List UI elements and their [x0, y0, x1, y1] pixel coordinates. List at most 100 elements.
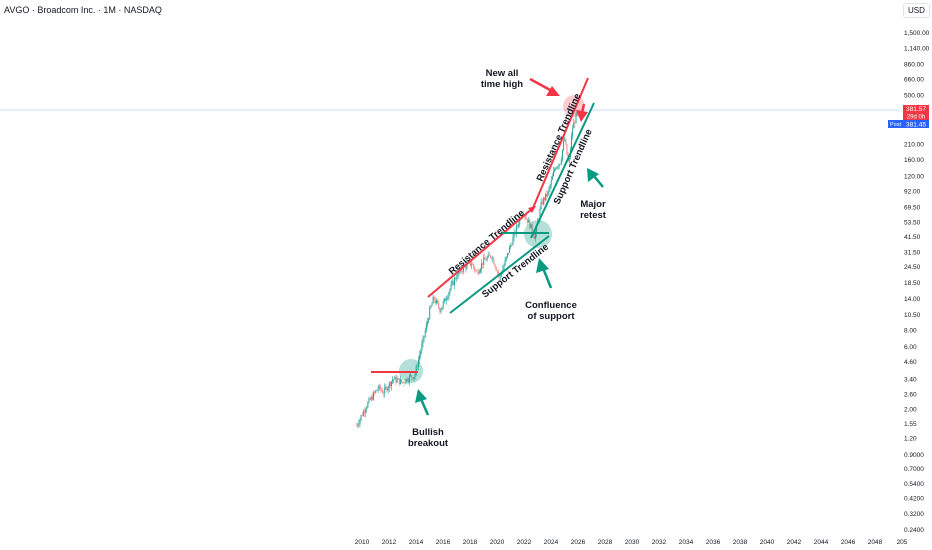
- candle-body: [455, 277, 457, 279]
- time-tick: 2018: [463, 539, 478, 546]
- candle-body: [452, 281, 454, 285]
- candle-body: [446, 298, 448, 301]
- candle-body: [513, 231, 515, 237]
- candle-body: [395, 376, 397, 383]
- candle-body: [488, 254, 490, 256]
- price-axis[interactable]: 1,500.00 1,140.00 860.00 660.00 500.00 210.00…: [904, 30, 930, 534]
- candle-body: [493, 257, 495, 265]
- candle-body: [425, 324, 427, 331]
- support-trendline-1: [449, 235, 550, 314]
- candle-body: [415, 366, 417, 375]
- candle-body: [546, 193, 548, 197]
- candle-body: [421, 343, 423, 351]
- price-tick: 3.40: [904, 376, 917, 383]
- candle-body: [518, 224, 520, 226]
- candle-body: [509, 246, 511, 254]
- candle-body: [428, 319, 430, 322]
- candle-body: [482, 263, 484, 265]
- candle-body: [548, 188, 550, 192]
- candle-body: [419, 355, 421, 360]
- candle-body: [558, 164, 560, 167]
- candle-body: [462, 265, 464, 272]
- candle-body: [545, 193, 547, 201]
- candle-body: [483, 257, 485, 265]
- candle-body: [551, 176, 553, 180]
- annotation-breakout: Bullish breakout: [408, 427, 449, 449]
- candle-body: [413, 377, 415, 380]
- candle-body: [424, 330, 426, 337]
- candle-body: [365, 409, 367, 413]
- candle-body: [495, 267, 497, 271]
- candle-body: [361, 415, 363, 416]
- candle-body: [575, 113, 577, 124]
- candle-body: [560, 159, 562, 164]
- candle-body: [515, 225, 517, 234]
- candle-body: [507, 253, 509, 254]
- candle-body: [489, 255, 491, 258]
- time-tick: 2048: [868, 539, 883, 546]
- candle-body: [491, 257, 493, 259]
- time-axis[interactable]: 2010 2012 2014 2016 2018 2020 2022 2024 2026 2028…: [355, 539, 908, 546]
- candle-body: [399, 379, 401, 385]
- candle-body: [403, 382, 405, 384]
- candle-body: [466, 263, 468, 269]
- candle-body: [561, 149, 563, 160]
- candle-body: [404, 382, 406, 384]
- candle-body: [494, 264, 496, 268]
- candle-body: [371, 396, 373, 400]
- price-tick: 0.7000: [904, 466, 924, 473]
- candle-body: [566, 144, 568, 155]
- candle-body: [411, 375, 413, 378]
- green-arrow-icon: [536, 258, 553, 289]
- candle-body: [477, 271, 479, 274]
- candle-body: [422, 337, 424, 344]
- currency-button[interactable]: USD: [903, 3, 930, 18]
- candle-body: [360, 415, 362, 420]
- candle-body: [473, 264, 475, 268]
- candle-body: [539, 209, 541, 220]
- annotation-new-high: New all time high: [481, 68, 523, 90]
- candle-body: [358, 423, 360, 425]
- candle-body: [457, 272, 459, 279]
- green-arrow-icon: [587, 168, 604, 188]
- time-tick: 2020: [490, 539, 505, 546]
- price-tick: 41.50: [904, 234, 921, 241]
- candle-body: [447, 297, 449, 299]
- annotation-major-retest: Major retest: [580, 199, 607, 221]
- candle-body: [563, 140, 565, 150]
- price-tick: 0.5400: [904, 481, 924, 488]
- time-tick: 2046: [841, 539, 856, 546]
- candle-body: [389, 382, 391, 387]
- time-tick: 2010: [355, 539, 370, 546]
- candle-body: [501, 273, 503, 276]
- candle-body: [552, 171, 554, 177]
- candle-body: [438, 302, 440, 308]
- candle-body: [441, 306, 443, 310]
- candle-body: [356, 425, 358, 426]
- candle-body: [471, 264, 473, 265]
- candle-body: [533, 235, 535, 239]
- candle-body: [540, 201, 542, 210]
- candle-body: [433, 296, 435, 301]
- candle-body: [536, 224, 538, 234]
- time-tick: 2022: [517, 539, 532, 546]
- candle-body: [504, 259, 506, 266]
- candle-body: [516, 225, 518, 227]
- time-tick: 2014: [409, 539, 424, 546]
- price-tick: 8.00: [904, 328, 917, 335]
- red-arrow-icon: [529, 77, 560, 96]
- candle-body: [451, 281, 453, 285]
- candle-body: [370, 396, 372, 400]
- svg-text:381.45: 381.45: [906, 121, 926, 128]
- candle-body: [478, 271, 480, 274]
- candle-body: [506, 253, 508, 257]
- candle-body: [390, 381, 392, 387]
- price-tick: 69.50: [904, 205, 921, 212]
- candle-body: [549, 185, 551, 189]
- red-down-arrow-icon: [576, 103, 588, 122]
- price-tick: 160.00: [904, 157, 924, 164]
- candle-body: [429, 307, 431, 320]
- candle-body: [398, 378, 400, 385]
